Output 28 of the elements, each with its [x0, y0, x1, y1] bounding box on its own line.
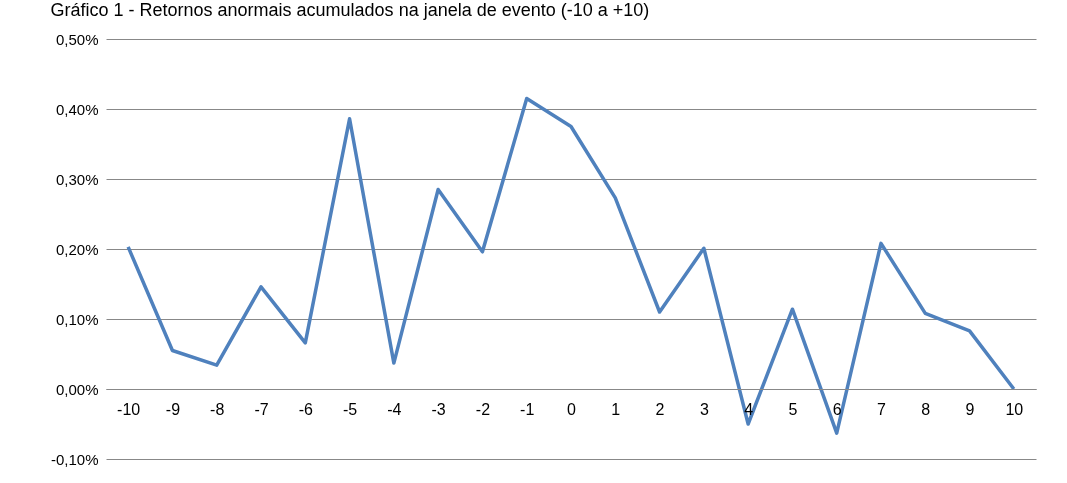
x-tick-label: 2	[655, 400, 665, 418]
y-tick-label: 0,20%	[55, 240, 99, 258]
x-tick-label: -8	[210, 400, 225, 418]
x-tick-label: -10	[117, 400, 141, 418]
x-tick-label: 6	[832, 400, 842, 418]
y-tick-label: 0,40%	[55, 100, 99, 118]
y-tick-label: 0,30%	[55, 170, 99, 188]
x-tick-label: 10	[1005, 400, 1024, 418]
x-tick-label: 1	[611, 400, 621, 418]
x-tick-label: -6	[298, 400, 313, 418]
y-tick-label: 0,50%	[55, 30, 99, 48]
x-tick-label: -1	[520, 400, 535, 418]
x-tick-label: -5	[342, 400, 358, 418]
x-tick-label: 5	[788, 400, 798, 418]
y-tick-label: -0,10%	[50, 450, 99, 468]
x-tick-label: 0	[567, 400, 577, 418]
x-tick-label: 9	[965, 400, 975, 418]
x-tick-label: -3	[431, 400, 446, 418]
x-tick-label: -9	[165, 400, 181, 418]
x-tick-label: -4	[387, 400, 402, 418]
y-tick-label: 0,00%	[55, 380, 99, 398]
y-tick-label: 0,10%	[55, 310, 99, 328]
x-tick-label: -7	[254, 400, 269, 418]
x-tick-label: 7	[877, 400, 887, 418]
x-tick-label: 3	[699, 400, 709, 418]
chart-title: Gráfico 1 - Retornos anormais acumulados na janela de evento (-10 a +10)	[50, 0, 650, 20]
x-tick-label: 8	[921, 400, 931, 418]
x-tick-label: -2	[475, 400, 491, 418]
